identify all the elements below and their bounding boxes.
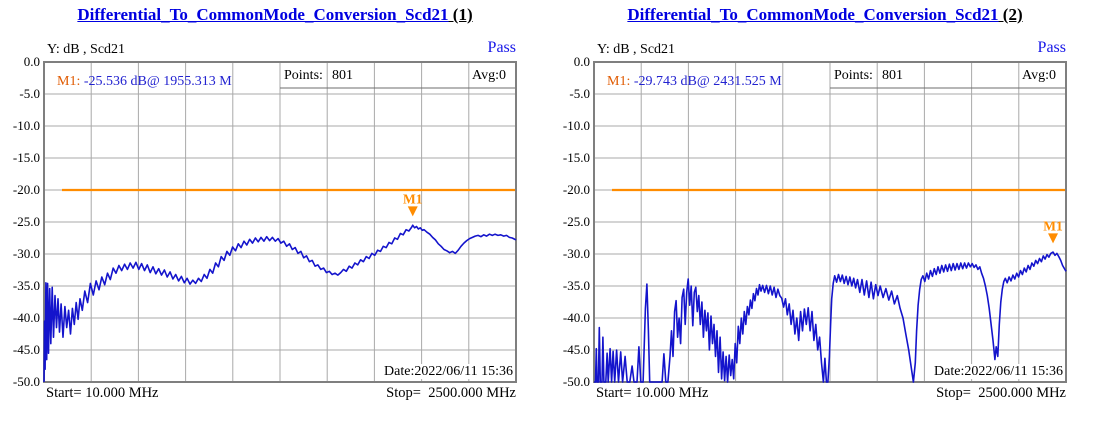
marker-flag-label: M1 [403,191,423,206]
y-axis-tick-label: -50.0 [562,374,590,389]
y-axis-tick-label: -5.0 [569,86,590,101]
marker-value-label: -29.743 dB@ 2431.525 M [630,74,782,89]
y-axis-tick-label: 0.0 [573,54,590,69]
marker-name-label: M1: [57,74,81,89]
y-axis-tick-label: -25.0 [12,214,40,229]
plot-area: M1 [43,61,517,383]
y-axis-tick-label: -25.0 [562,214,590,229]
y-axis-unit-label: Y: dB , Scd21 [597,42,676,57]
y-axis-unit-label: Y: dB , Scd21 [47,42,126,57]
chart-title-index: (2) [998,5,1023,24]
marker-triangle-icon[interactable] [407,206,418,217]
marker-readout: M1: -29.743 dB@ 2431.525 M [607,74,782,90]
points-value: 801 [882,68,903,83]
chart-title-index: (1) [448,5,473,24]
marker-flag-label: M1 [1043,218,1063,233]
pass-status-label: Pass [487,39,516,56]
stop-frequency-label: Stop= 2500.000 MHz [936,385,1066,401]
measurement-panel-2: Differential_To_CommonMode_Conversion_Sc… [550,0,1100,424]
y-axis-tick-label: -30.0 [562,246,590,261]
start-frequency-label: Start= 10.000 MHz [46,385,159,401]
points-label: Points: [834,68,873,83]
points-label: Points: [284,68,323,83]
average-count-label: Avg:0 [1022,68,1056,83]
y-axis-tick-label: -40.0 [562,310,590,325]
y-axis-tick-label: -30.0 [12,246,40,261]
chart-title-link[interactable]: Differential_To_CommonMode_Conversion_Sc… [77,5,449,24]
y-axis-tick-label: -45.0 [12,342,40,357]
chart-title-2[interactable]: Differential_To_CommonMode_Conversion_Sc… [550,5,1100,25]
y-axis-tick-label: -10.0 [562,118,590,133]
measurement-panel-1: Differential_To_CommonMode_Conversion_Sc… [0,5,550,401]
y-axis-tick-label: -45.0 [562,342,590,357]
start-frequency-label: Start= 10.000 MHz [596,385,709,401]
marker-name-label: M1: [607,74,631,89]
stop-frequency-label: Stop= 2500.000 MHz [386,385,516,401]
date-label: Date:2022/06/11 15:36 [383,364,514,379]
y-axis-tick-label: -35.0 [562,278,590,293]
y-axis-tick-label: -50.0 [12,374,40,389]
chart-title-link[interactable]: Differential_To_CommonMode_Conversion_Sc… [627,5,999,24]
marker-readout: M1: -25.536 dB@ 1955.313 M [57,74,232,90]
plot-border [43,61,517,383]
y-axis-tick-label: -10.0 [12,118,40,133]
plot-border [593,61,1067,383]
y-axis-tick-label: -15.0 [12,150,40,165]
trace-Scd21 [594,251,1067,383]
y-axis-tick-label: -5.0 [19,86,40,101]
y-axis-tick-label: -40.0 [12,310,40,325]
marker-triangle-icon[interactable] [1048,233,1059,244]
pass-status-label: Pass [1037,39,1066,56]
y-axis-tick-label: -15.0 [562,150,590,165]
date-label: Date:2022/06/11 15:36 [933,364,1064,379]
y-axis-tick-label: -20.0 [562,182,590,197]
chart-title-1[interactable]: Differential_To_CommonMode_Conversion_Sc… [0,5,550,25]
marker-value-label: -25.536 dB@ 1955.313 M [80,74,232,89]
y-axis-tick-label: 0.0 [23,54,40,69]
y-axis-tick-label: -35.0 [12,278,40,293]
trace-Scd21 [43,224,517,383]
points-value: 801 [332,68,353,83]
plot-area: M1 [593,61,1067,383]
average-count-label: Avg:0 [472,68,506,83]
y-axis-tick-label: -20.0 [12,182,40,197]
